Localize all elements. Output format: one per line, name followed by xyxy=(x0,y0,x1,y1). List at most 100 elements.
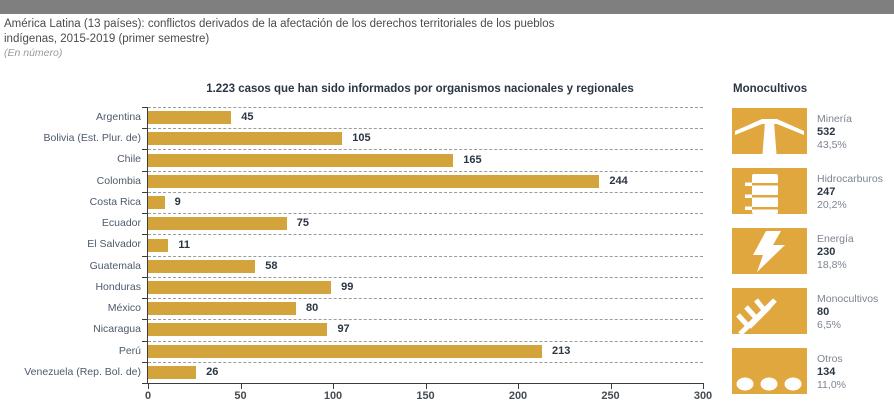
y-axis-tick xyxy=(142,255,147,257)
pickaxe-icon xyxy=(732,108,807,154)
y-axis-tick xyxy=(142,361,147,363)
figure-title-line2: indígenas, 2015-2019 (primer semestre) xyxy=(4,32,210,45)
x-axis-tick-label: 0 xyxy=(144,390,152,402)
figure-title: América Latina (13 países): conflictos d… xyxy=(4,17,876,46)
legend-item-text: Energía 230 18,8% xyxy=(817,233,894,272)
x-axis-tick xyxy=(610,384,612,389)
x-axis-tick-label: 100 xyxy=(323,390,343,402)
x-axis-tick xyxy=(240,384,242,389)
legend-item-value: 230 xyxy=(817,246,836,258)
y-axis-line xyxy=(147,107,148,384)
category-label: Bolivia (Est. Plur. de) xyxy=(43,132,141,145)
bar-Nicaragua xyxy=(148,323,328,337)
dots-icon xyxy=(732,348,807,394)
bar-value-label: 26 xyxy=(206,365,219,378)
legend-header: Monocultivos xyxy=(733,83,808,95)
bar-value-label: 99 xyxy=(341,280,354,293)
x-axis-line xyxy=(147,383,704,384)
bar-value-label: 165 xyxy=(463,153,482,166)
x-axis-tick-label: 50 xyxy=(234,390,247,402)
legend-item-value: 532 xyxy=(817,126,836,138)
category-label: Nicaragua xyxy=(93,323,141,336)
y-axis-tick xyxy=(142,276,147,278)
y-axis-tick xyxy=(142,191,147,193)
bar-value-label: 213 xyxy=(552,344,571,357)
legend-item-percent: 6,5% xyxy=(817,319,841,331)
gridline xyxy=(148,276,703,278)
legend-item-percent: 20,2% xyxy=(817,199,847,211)
x-axis-tick xyxy=(703,384,704,389)
legend-item-label: Hidrocarburos xyxy=(817,173,883,185)
legend-item-text: Hidrocarburos 247 20,2% xyxy=(817,173,894,212)
bar-Costa Rica xyxy=(148,196,165,210)
bar-Venezuela (Rep. Bol. de) xyxy=(148,365,197,379)
bar-value-label: 75 xyxy=(296,217,309,230)
x-axis-tick-label: 300 xyxy=(693,390,713,402)
bar-Argentina xyxy=(148,111,232,125)
bar-Guatemala xyxy=(148,259,256,273)
x-axis-tick xyxy=(333,384,334,389)
bar-value-label: 244 xyxy=(609,174,628,187)
y-axis-tick xyxy=(142,128,147,130)
bar-Chile xyxy=(148,153,454,167)
bar-Ecuador xyxy=(148,217,287,231)
y-axis-tick xyxy=(142,107,147,108)
gridline xyxy=(148,298,703,300)
legend-item-percent: 43,5% xyxy=(817,139,847,151)
legend-item-percent: 11,0% xyxy=(817,379,846,391)
y-axis-tick xyxy=(142,234,147,236)
gridline xyxy=(148,149,703,151)
category-label: Costa Rica xyxy=(89,195,141,208)
gridline xyxy=(148,213,703,215)
legend-item-label: Monocultivos xyxy=(817,293,879,305)
bar-Bolivia (Est. Plur. de) xyxy=(148,132,343,146)
y-axis-tick xyxy=(142,298,147,300)
chart-title: 1.223 casos que han sido informados por … xyxy=(206,83,634,95)
bar-value-label: 11 xyxy=(178,238,190,251)
y-axis-tick xyxy=(142,340,147,342)
bar-El Salvador xyxy=(148,238,169,252)
y-axis-tick xyxy=(142,319,147,321)
legend-item-text: Monocultivos 80 6,5% xyxy=(817,293,894,332)
y-axis-tick xyxy=(142,213,147,215)
legend-item-label: Otros xyxy=(817,353,843,365)
gridline xyxy=(148,255,703,257)
bar-value-label: 9 xyxy=(174,196,181,209)
legend-item-text: Minería 532 43,5% xyxy=(817,113,894,152)
bar-value-label: 80 xyxy=(306,302,319,315)
gridline xyxy=(148,170,703,172)
category-label: Chile xyxy=(117,153,141,166)
gridline xyxy=(148,234,703,236)
bar-México xyxy=(148,302,296,316)
bar-chart-plot: 45 105 165 244 9 75 11 58 99 80 97 213 26 xyxy=(148,107,703,384)
y-axis-tick xyxy=(142,170,147,172)
x-axis-tick-label: 150 xyxy=(416,390,435,402)
bar-value-label: 97 xyxy=(337,323,350,336)
category-label: Venezuela (Rep. Bol. de) xyxy=(24,365,141,378)
y-axis-tick xyxy=(142,149,147,151)
x-axis-tick-label: 200 xyxy=(508,390,528,402)
x-axis-tick xyxy=(518,384,519,389)
legend-item-text: Otros 134 11,0% xyxy=(817,353,894,392)
category-label: Guatemala xyxy=(89,259,141,272)
category-label: El Salvador xyxy=(87,238,141,251)
bar-Perú xyxy=(148,344,543,358)
bar-value-label: 45 xyxy=(241,111,254,124)
oil-barrel-icon xyxy=(732,168,807,214)
legend-item-label: Minería xyxy=(817,113,853,125)
category-label: Perú xyxy=(118,344,141,357)
bar-value-label: 58 xyxy=(265,259,278,272)
lightning-icon xyxy=(732,228,807,274)
gridline xyxy=(148,128,703,130)
category-label: Honduras xyxy=(95,280,141,293)
figure-title-line1: América Latina (13 países): conflictos d… xyxy=(4,18,555,30)
x-axis-tick-label: 250 xyxy=(601,390,620,402)
gridline xyxy=(148,107,703,108)
gridline xyxy=(148,191,703,193)
bar-Honduras xyxy=(148,280,332,294)
gridline xyxy=(148,361,703,363)
category-label: México xyxy=(107,302,141,315)
x-axis-tick xyxy=(148,384,149,389)
plant-icon xyxy=(732,288,807,334)
